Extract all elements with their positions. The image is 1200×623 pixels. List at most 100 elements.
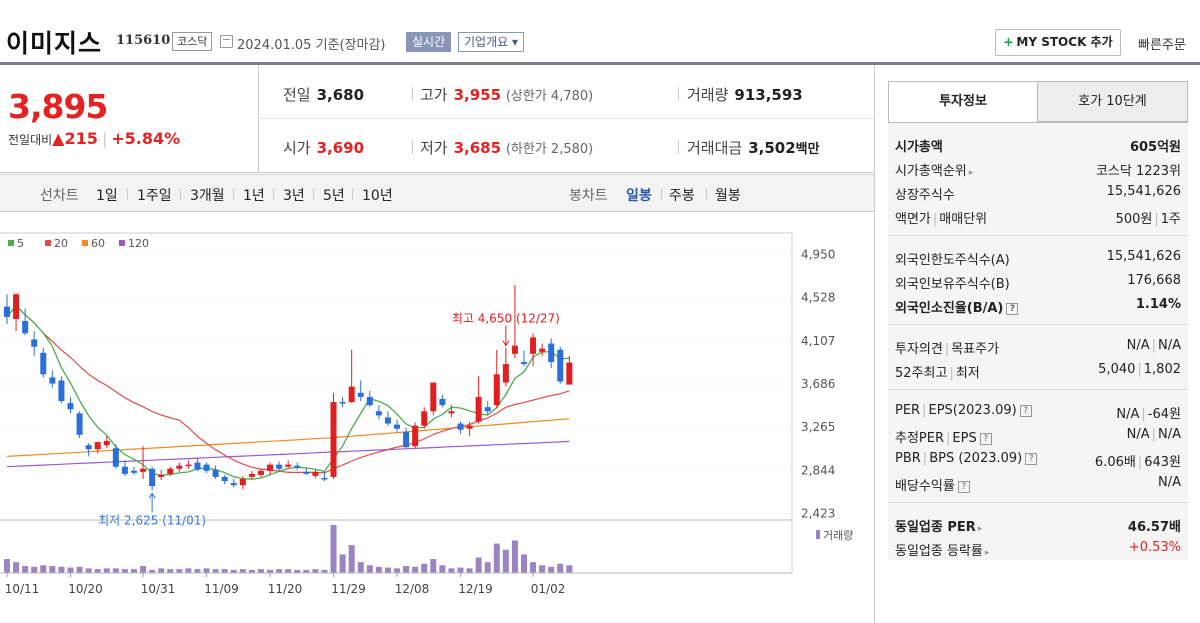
foreign-hold-row: 외국인보유주식수(B) 176,668 — [895, 273, 1181, 292]
volume-bar — [103, 568, 110, 573]
volume-bar — [348, 545, 355, 573]
foreign-ratio-row: 외국인소진율(B/A)? 1.14% — [895, 297, 1181, 316]
quick-order-link[interactable]: 빠른주문 — [1138, 38, 1186, 53]
volume-legend-swatch — [816, 530, 820, 539]
trade-volume: 거래량 913,593 — [687, 86, 803, 104]
y-tick-label: 2,844 — [801, 463, 835, 477]
est-per-row: 추정PER | EPS? N/A | N/A — [895, 427, 1181, 446]
candle-body — [67, 403, 74, 410]
period-5y[interactable]: 5년 — [323, 188, 345, 204]
volume-bar — [375, 566, 382, 573]
candle-body — [530, 337, 537, 354]
candle-body — [130, 470, 137, 473]
tab-invest-info[interactable]: 투자정보 — [888, 81, 1038, 122]
volume-bar — [539, 565, 546, 573]
volume-bar — [49, 566, 56, 573]
candle-body — [194, 462, 201, 470]
volume-bar — [112, 568, 119, 573]
dividend-row: 배당수익률? N/A — [895, 475, 1181, 494]
volume-bar — [85, 568, 92, 573]
candle-body — [412, 425, 419, 447]
ma120-line — [6, 440, 570, 468]
volume-bar — [321, 569, 328, 573]
period-3m[interactable]: 3개월 — [190, 188, 225, 204]
volume-bar — [267, 569, 274, 573]
candle-body — [22, 320, 29, 334]
candle-body — [112, 448, 119, 467]
volume-bar — [257, 569, 264, 573]
volume-bar — [430, 559, 437, 573]
candle-body — [276, 464, 283, 469]
chart-toolbar: 선차트 1일 1주일 3개월 1년 3년 5년 10년 봉차트 일봉 주봉 월봉 — [0, 174, 874, 212]
x-tick-label: 12/19 — [458, 582, 493, 596]
ma5-line — [6, 304, 570, 480]
candle-daily[interactable]: 일봉 — [626, 188, 652, 204]
volume-bar — [484, 562, 491, 573]
volume-bar — [4, 559, 10, 573]
volume-bar — [520, 554, 527, 573]
candle-body — [85, 445, 92, 450]
legend-label: 60 — [91, 237, 105, 250]
volume-bar — [366, 565, 373, 573]
candle-body — [248, 473, 255, 477]
period-10y[interactable]: 10년 — [362, 188, 393, 204]
candle-body — [394, 424, 401, 429]
company-info-dropdown[interactable]: 기업개요 ▾ — [458, 32, 524, 52]
candle-body — [321, 477, 328, 480]
per-row: PER | EPS(2023.09)? N/A | -64원 — [895, 403, 1181, 422]
stock-header: 이미지스 115610 코스닥 2024.01.05 기준(장마감) 실시간 기… — [0, 0, 1200, 65]
legend-swatch — [45, 240, 51, 246]
candle-chart-label: 봉차트 — [569, 188, 608, 204]
volume-bar — [384, 567, 391, 573]
candle-body — [49, 377, 56, 384]
candle-body — [239, 479, 246, 486]
period-3y[interactable]: 3년 — [283, 188, 305, 204]
candle-body — [339, 402, 346, 404]
tab-orderbook[interactable]: 호가 10단계 — [1038, 81, 1188, 122]
add-my-stock-label: MY STOCK 추가 — [1016, 35, 1113, 49]
volume-bar — [339, 554, 346, 573]
volume-bar — [194, 569, 201, 573]
candle-body — [457, 423, 464, 430]
price-change: 전일대비▲215 | +5.84% — [8, 129, 181, 148]
52week-row: 52주최고 | 최저 5,040 | 1,802 — [895, 362, 1181, 381]
candle-body — [466, 425, 473, 429]
day-high: 고가 3,955 (상한가 4,780) — [420, 86, 594, 104]
candle-body — [167, 468, 174, 474]
volume-bar — [167, 569, 174, 573]
period-1d[interactable]: 1일 — [96, 188, 118, 204]
candle-body — [94, 442, 101, 450]
candle-body — [493, 374, 500, 406]
volume-bar — [412, 566, 419, 573]
stock-name: 이미지스 — [6, 29, 103, 58]
candle-monthly[interactable]: 월봉 — [715, 188, 741, 204]
opinion-row: 투자의견 | 목표주가 N/A | N/A — [895, 338, 1181, 357]
volume-bar — [31, 566, 38, 573]
y-tick-label: 3,265 — [801, 420, 835, 434]
candle-body — [285, 464, 292, 467]
x-tick-label: 11/09 — [204, 582, 239, 596]
ma20-line — [6, 304, 570, 474]
legend-label: 120 — [128, 237, 149, 250]
max-arrow-icon — [502, 340, 510, 347]
candle-body — [566, 362, 573, 385]
min-arrow-icon — [148, 492, 156, 499]
change-amount: ▲215 — [52, 129, 98, 148]
realtime-button[interactable]: 실시간 — [406, 32, 452, 52]
candle-body — [149, 468, 156, 487]
add-my-stock-button[interactable]: + MY STOCK 추가 — [995, 29, 1121, 56]
candle-body — [348, 386, 355, 403]
candle-body — [4, 306, 10, 317]
candle-weekly[interactable]: 주봉 — [669, 188, 695, 204]
candle-body — [203, 464, 210, 471]
quote-date: 2024.01.05 기준(장마감) — [237, 38, 386, 53]
candle-body — [421, 411, 428, 426]
candle-body — [121, 466, 128, 474]
help-icon: ? — [1006, 303, 1019, 315]
period-1w[interactable]: 1주일 — [137, 188, 172, 204]
period-1y[interactable]: 1년 — [243, 188, 265, 204]
candle-body — [303, 471, 310, 474]
price-chart[interactable]: 5 20 60 120 4,950 4,528 4,107 3,686 3,265 2,844 2,… — [0, 213, 874, 623]
invest-info-table: 시가총액 605억원 시가총액순위 ▸ 코스닥 1223위 상장주식수 15,541,6… — [888, 122, 1188, 560]
industry-change-row: 동일업종 등락률 ▸ +0.53% — [895, 540, 1181, 559]
